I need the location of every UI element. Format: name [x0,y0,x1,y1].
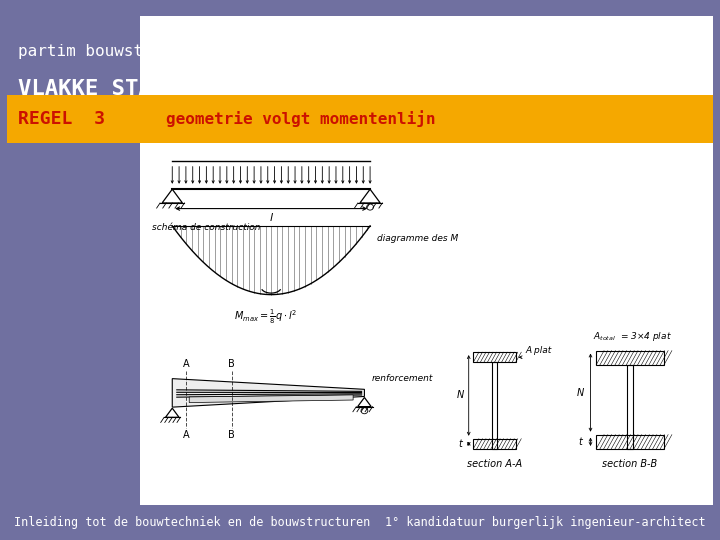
Bar [7,94,713,143]
Polygon shape [189,395,353,402]
Text: B: B [228,360,235,369]
Text: diagramme des M: diagramme des M [377,234,458,243]
Text: A: A [183,429,189,440]
Text: $A_{total}$  = 3×4 plat: $A_{total}$ = 3×4 plat [593,330,672,343]
Text: schéma de construction: schéma de construction [152,223,261,232]
Text: VLAKKE STAAFSTRUCTUREN: VLAKKE STAAFSTRUCTUREN [18,79,312,99]
Text: N: N [457,390,464,401]
Text: Inleiding tot de bouwtechniek en de bouwstructuren: Inleiding tot de bouwtechniek en de bouw… [14,516,371,529]
Text: 1° kandidatuur burgerlijk ingenieur-architect: 1° kandidatuur burgerlijk ingenieur-arch… [385,516,706,529]
Text: B: B [228,429,235,440]
Bar [473,352,516,362]
Text: section A-A: section A-A [467,459,522,469]
Text: t: t [578,437,582,447]
Text: N: N [577,388,584,397]
Bar [596,435,664,449]
Text: A plat: A plat [526,346,552,355]
Bar [473,438,516,449]
Text: $M_{max} = \frac{1}{8} q \cdot l^2$: $M_{max} = \frac{1}{8} q \cdot l^2$ [234,307,297,326]
Text: partim bouwstructuren:: partim bouwstructuren: [18,44,230,59]
Bar [626,365,634,449]
Text: REGEL  3: REGEL 3 [18,110,105,128]
Polygon shape [172,379,364,407]
Bar [596,350,664,365]
Bar [492,362,498,449]
Text: l: l [269,213,273,222]
Text: t: t [459,439,463,449]
Text: section B-B: section B-B [603,459,657,469]
Text: A: A [183,360,189,369]
Text: renforcement: renforcement [372,374,433,383]
Bar [140,16,713,505]
Text: geometrie volgt momentenlijn: geometrie volgt momentenlijn [166,110,435,127]
